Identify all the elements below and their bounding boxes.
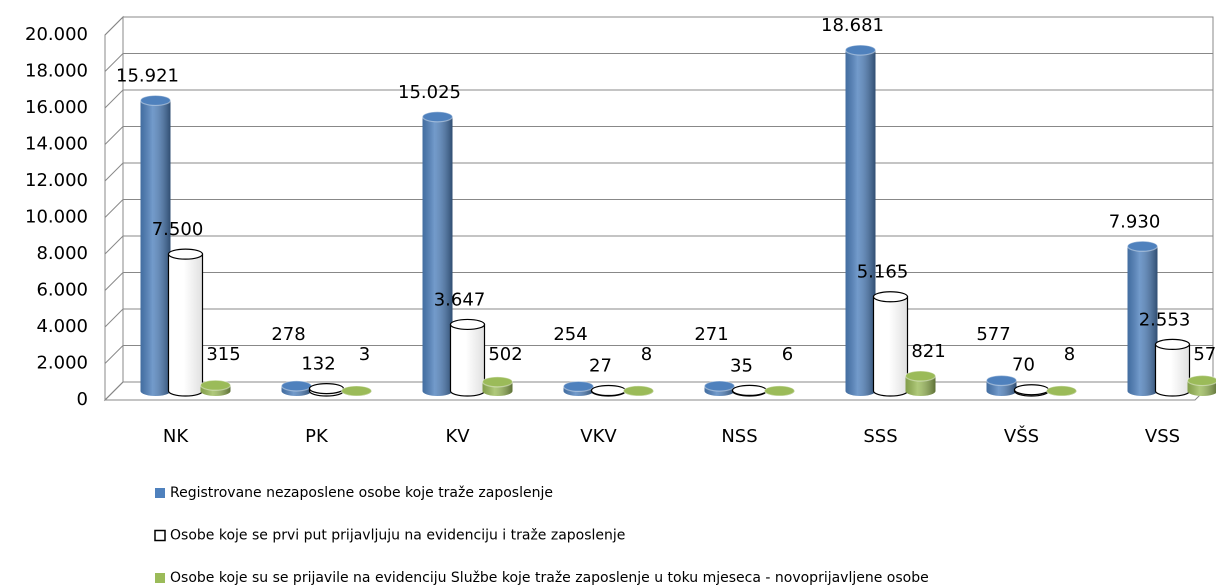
value-label: 70	[1012, 355, 1035, 376]
y-tick-label: 18.000	[25, 61, 88, 82]
x-tick-label: SSS	[863, 426, 897, 447]
cylinder-top	[280, 380, 313, 392]
cylinder-top	[449, 318, 486, 331]
value-label: 6	[782, 344, 793, 365]
cylinder-top	[481, 376, 514, 388]
legend-label: Osobe koje se prvi put prijavljuju na ev…	[170, 528, 625, 544]
value-label: 7.500	[152, 219, 204, 240]
y-tick-label: 0	[77, 389, 88, 410]
x-tick-label: NK	[163, 426, 189, 447]
grid-line-side	[104, 199, 124, 218]
cylinder-top	[167, 248, 204, 260]
cylinder-top	[1186, 374, 1216, 387]
x-tick-label: NSS	[721, 426, 757, 447]
grid-line-side	[104, 308, 124, 328]
grid-line-side	[104, 162, 124, 182]
x-tick-label: VKV	[580, 426, 617, 447]
x-tick-label: VSS	[1145, 426, 1180, 447]
cylinder-top	[1013, 384, 1050, 396]
value-label: 8	[1064, 344, 1075, 365]
cylinder-top	[308, 382, 345, 395]
y-tick-label: 14.000	[25, 134, 88, 155]
value-label: 5.165	[857, 262, 909, 283]
cylinder-top	[904, 370, 937, 382]
value-label: 577	[976, 324, 1010, 345]
value-label: 8	[641, 344, 652, 365]
grid-line-side	[104, 89, 124, 109]
legend-swatch	[155, 573, 165, 583]
cylinder-top	[340, 385, 373, 397]
value-label: 3	[359, 344, 370, 365]
value-label: 7.930	[1109, 211, 1161, 232]
x-tick-label: PK	[305, 426, 329, 447]
value-label: 27	[589, 356, 612, 377]
cylinder-body	[449, 323, 486, 397]
legend-label: Osobe koje su se prijavile na evidenciju…	[170, 570, 929, 586]
y-tick-label: 8.000	[36, 243, 88, 264]
cylinder-top	[703, 380, 736, 392]
value-label: 254	[553, 324, 587, 345]
value-label: 15.921	[116, 65, 179, 86]
cylinder-top	[872, 291, 909, 303]
cylinder-top	[590, 384, 627, 397]
legend-label: Registrovane nezaposlene osobe koje traž…	[170, 485, 553, 501]
value-label: 18.681	[821, 15, 884, 36]
cylinder-top	[139, 94, 172, 107]
cylinder-body	[167, 253, 204, 397]
cylinder-top	[1126, 240, 1159, 252]
cylinder-shade	[845, 50, 876, 397]
grid-line-side	[104, 53, 124, 72]
cylinder-top	[763, 385, 796, 397]
cylinder-top	[985, 374, 1018, 387]
value-label: 3.647	[434, 289, 486, 310]
value-label: 502	[488, 344, 522, 365]
grid-line-side	[104, 126, 124, 145]
y-tick-label: 6.000	[36, 280, 88, 301]
cylinder-top	[731, 384, 768, 396]
cylinder-shade	[140, 100, 171, 397]
value-label: 821	[911, 341, 945, 362]
cylinder-top	[199, 379, 232, 391]
grid-line-side	[104, 345, 124, 364]
y-tick-label: 20.000	[25, 24, 88, 45]
value-label: 278	[271, 324, 305, 345]
x-tick-label: VŠS	[1004, 425, 1039, 447]
y-tick-label: 4.000	[36, 316, 88, 337]
cylinder-top	[1154, 338, 1191, 351]
value-label: 572	[1193, 344, 1216, 365]
y-tick-label: 2.000	[36, 353, 88, 374]
cylinder-top	[622, 385, 655, 397]
value-label: 2.553	[1139, 309, 1191, 330]
grid-line-side	[104, 272, 124, 291]
cylinder-top	[421, 111, 454, 123]
cylinder-top	[562, 380, 595, 392]
y-tick-label: 10.000	[25, 207, 88, 228]
cylinder-shade	[1127, 246, 1158, 397]
value-label: 271	[694, 324, 728, 345]
x-tick-label: KV	[445, 426, 470, 447]
grid-line-side	[104, 235, 124, 255]
cylinder-top	[844, 44, 877, 56]
grid-line-side	[104, 381, 124, 401]
cylinder-shade	[422, 116, 453, 397]
cylinder-body	[872, 296, 909, 397]
grid-line-side	[104, 16, 124, 36]
value-label: 132	[301, 354, 335, 375]
legend-swatch	[155, 488, 165, 498]
cylinder-body	[1154, 343, 1191, 397]
y-tick-label: 16.000	[25, 97, 88, 118]
legend-swatch	[154, 529, 166, 542]
value-label: 15.025	[398, 82, 461, 103]
value-label: 35	[730, 355, 753, 376]
value-label: 315	[206, 344, 240, 365]
cylinder-shade	[905, 376, 936, 397]
cylinder-top	[1045, 385, 1078, 397]
y-tick-label: 12.000	[25, 170, 88, 191]
